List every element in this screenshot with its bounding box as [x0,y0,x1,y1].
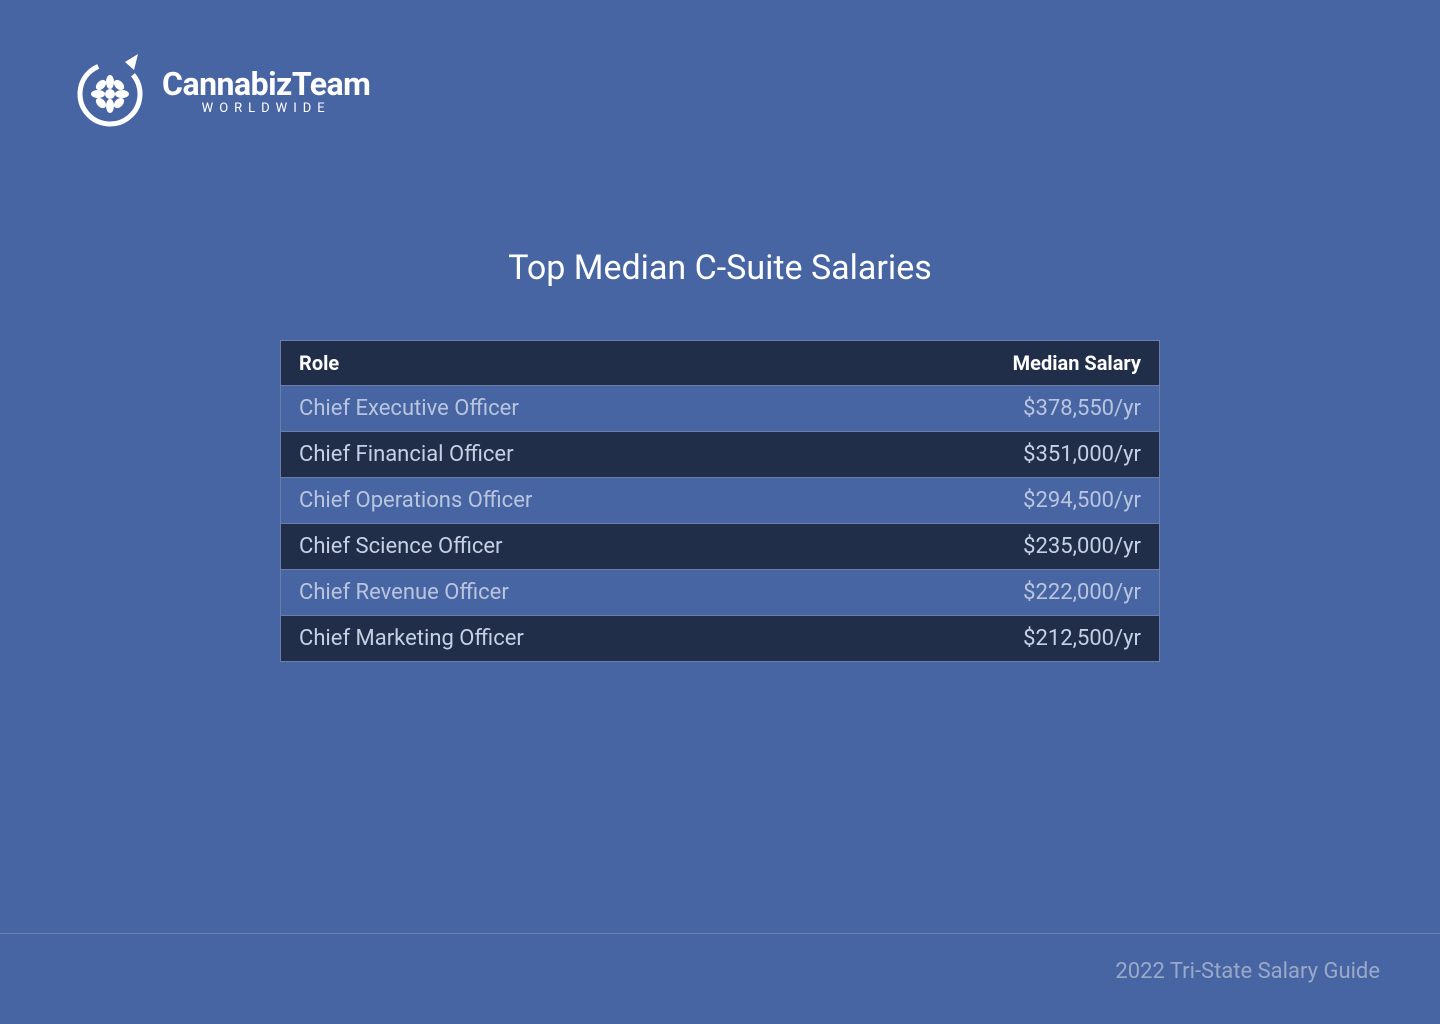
cell-role: Chief Operations Officer [299,488,941,513]
table-row: Chief Marketing Officer $212,500/yr [280,616,1160,662]
footer-caption: 2022 Tri-State Salary Guide [1115,959,1380,984]
cell-salary: $294,500/yr [941,488,1141,513]
cell-salary: $212,500/yr [941,626,1141,651]
table-row: Chief Science Officer $235,000/yr [280,524,1160,570]
cell-role: Chief Marketing Officer [299,626,941,651]
header-role: Role [299,351,941,375]
footer-divider [0,933,1440,934]
header-salary: Median Salary [941,351,1141,375]
table-row: Chief Revenue Officer $222,000/yr [280,570,1160,616]
brand-text: CannabizTeam WORLDWIDE [162,65,370,116]
brand-subtitle: WORLDWIDE [162,101,370,116]
page-title: Top Median C-Suite Salaries [508,248,932,288]
brand-name: CannabizTeam [162,65,370,103]
cell-salary: $222,000/yr [941,580,1141,605]
cell-role: Chief Revenue Officer [299,580,941,605]
cell-salary: $235,000/yr [941,534,1141,559]
table-row: Chief Operations Officer $294,500/yr [280,478,1160,524]
cell-role: Chief Financial Officer [299,442,941,467]
cell-role: Chief Science Officer [299,534,941,559]
cell-role: Chief Executive Officer [299,396,941,421]
leaf-circle-icon [70,50,150,130]
table-row: Chief Executive Officer $378,550/yr [280,386,1160,432]
cell-salary: $378,550/yr [941,396,1141,421]
brand-logo: CannabizTeam WORLDWIDE [70,50,370,130]
cell-salary: $351,000/yr [941,442,1141,467]
table-row: Chief Financial Officer $351,000/yr [280,432,1160,478]
salary-table: Role Median Salary Chief Executive Offic… [280,340,1160,662]
table-header-row: Role Median Salary [280,340,1160,386]
